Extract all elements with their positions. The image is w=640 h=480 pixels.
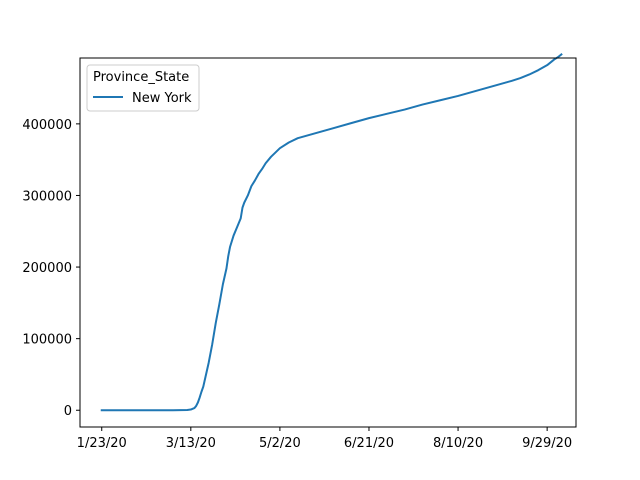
x-axis: 1/23/20 3/13/20 5/2/20 6/21/20 8/10/20 9/29/2… xyxy=(77,427,572,451)
y-tick-label: 100000 xyxy=(22,333,72,348)
legend-box xyxy=(86,64,200,112)
legend-label-new-york: New York xyxy=(132,91,192,106)
legend: Province_State New York xyxy=(86,64,200,112)
axes-frame xyxy=(79,57,577,428)
y-axis: 0 100000 200000 300000 400000 xyxy=(22,118,80,419)
x-tick-label: 3/13/20 xyxy=(166,436,216,451)
x-tick-label: 9/29/20 xyxy=(522,436,572,451)
x-tick-label: 5/2/20 xyxy=(259,436,301,451)
y-tick-label: 200000 xyxy=(22,261,72,276)
x-tick-label: 6/21/20 xyxy=(344,436,394,451)
y-tick-label: 300000 xyxy=(22,189,72,204)
y-tick-label: 400000 xyxy=(22,118,72,133)
x-tick-label: 8/10/20 xyxy=(433,436,483,451)
plot-area xyxy=(100,53,563,412)
y-tick-label: 0 xyxy=(64,404,72,419)
x-tick-label: 1/23/20 xyxy=(77,436,127,451)
series-line-new-york xyxy=(100,53,563,412)
legend-title: Province_State xyxy=(93,70,189,85)
